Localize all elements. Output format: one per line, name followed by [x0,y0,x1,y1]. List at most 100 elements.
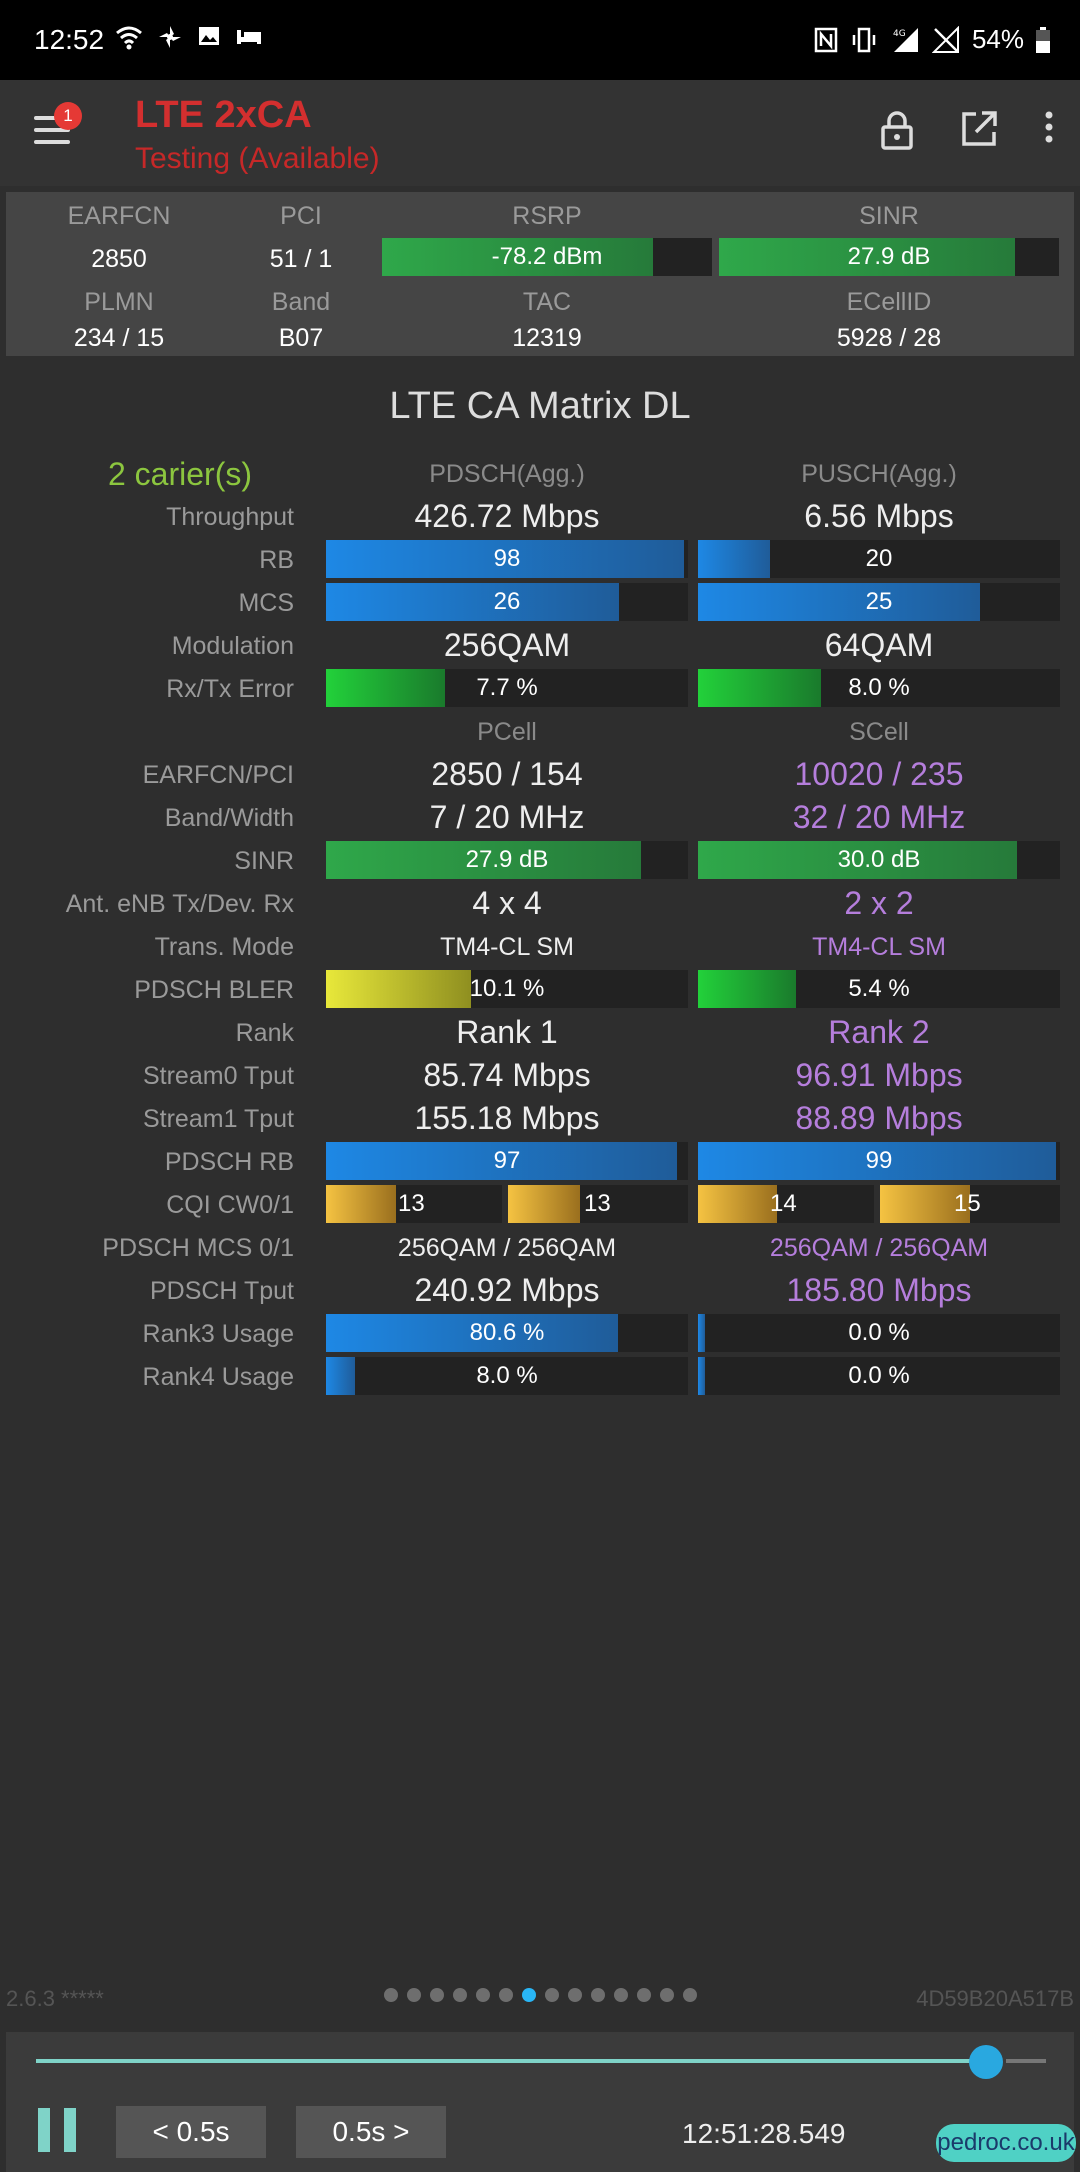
trans-mode-label: Trans. Mode [154,933,294,961]
page-dot[interactable] [659,1988,674,2002]
scell-antenna: 2 x 2 [844,885,914,921]
page-dot[interactable] [498,1988,513,2002]
scell-cqi1-fill [880,1185,970,1223]
band-value: B07 [278,324,324,352]
pcell-cqi0-value: 13 [398,1190,425,1217]
tx-error-value: 8.0 % [848,674,910,701]
stream1-label: Stream1 Tput [142,1105,294,1133]
pause-button[interactable] [38,2108,76,2152]
tx-error-bar: 8.0 % [698,669,1060,707]
more-options-icon[interactable] [1044,110,1054,144]
rx-error-fill [326,669,446,707]
pcell-trans-mode: TM4-CL SM [440,933,574,961]
pcell-earfcn-pci: 2850 / 154 [431,756,583,792]
pusch-rb-value: 20 [865,545,893,572]
playback-slider-thumb[interactable] [969,2045,1004,2079]
scell-trans-mode: TM4-CL SM [812,933,946,961]
pdsch-rb-value: 98 [493,545,521,572]
pdsch-mcs-label: PDSCH MCS 0/1 [102,1234,294,1262]
sinr-value: 27.9 dB [847,243,931,270]
page-indicator[interactable] [0,1988,1080,2002]
app-bar: 1 LTE 2xCA Testing (Available) [0,80,1080,186]
page-dot[interactable] [475,1988,490,2002]
scell-header: SCell [849,718,909,746]
pusch-throughput: 6.56 Mbps [804,498,954,534]
pdsch-agg-header: PDSCH(Agg.) [429,460,585,488]
page-dot[interactable] [521,1988,536,2002]
scell-rank3-value: 0.0 % [848,1319,910,1346]
pdsch-tput-label: PDSCH Tput [149,1277,294,1305]
pcell-rank4-value: 8.0 % [476,1362,538,1389]
pdsch-modulation: 256QAM [443,627,571,663]
rsrp-bar-fill [382,238,653,276]
lock-icon[interactable] [880,110,914,150]
page-dot[interactable] [682,1988,697,2002]
pcell-cqi1-bar: 13 [508,1185,688,1223]
pcell-bler-value: 10.1 % [469,975,545,1002]
vibrate-icon [852,27,876,52]
scell-cqi0-fill [698,1185,778,1223]
scell-cqi1-bar: 15 [880,1185,1060,1223]
pcell-stream1: 155.18 Mbps [414,1100,600,1136]
page-dot[interactable] [429,1988,444,2002]
playback-slider-track[interactable] [36,2059,987,2063]
scell-stream0: 96.91 Mbps [795,1057,963,1093]
earfcn-value: 2850 [91,245,147,273]
rank4-usage-label: Rank4 Usage [142,1363,294,1391]
sinr-bar-fill [719,238,1015,276]
stream0-label: Stream0 Tput [142,1062,294,1090]
rank-label: Rank [235,1019,294,1047]
playback-slider-remaining [1006,2059,1046,2063]
pusch-mcs-bar: 25 [698,583,1060,621]
pcell-cqi1-value: 13 [584,1190,611,1217]
ecellid-value: 5928 / 28 [836,324,942,352]
pcell-pdsch-tput: 240.92 Mbps [414,1272,600,1308]
pcell-band-width: 7 / 20 MHz [429,799,585,835]
page-dot[interactable] [406,1988,421,2002]
page-dot[interactable] [383,1988,398,2002]
step-back-button[interactable]: < 0.5s [116,2106,266,2158]
cqi-label: CQI CW0/1 [166,1191,294,1219]
rx-error-bar: 7.7 % [326,669,688,707]
page-dot[interactable] [544,1988,559,2002]
open-external-icon[interactable] [960,110,998,148]
ecellid-label: ECellID [846,288,932,316]
pcell-pdsch-rb-value: 97 [493,1147,521,1174]
scell-rank3-bar: 0.0 % [698,1314,1060,1352]
battery-percent: 54% [971,24,1024,54]
no-signal-icon [931,25,959,53]
pcell-antenna: 4 x 4 [472,885,542,921]
pdsch-mcs-bar: 26 [326,583,688,621]
rxtx-error-label: Rx/Tx Error [166,675,294,703]
scell-rank4-value: 0.0 % [848,1362,910,1389]
rx-error-value: 7.7 % [476,674,538,701]
wifi-icon [116,26,142,50]
rank3-usage-label: Rank3 Usage [142,1320,294,1348]
scell-pdsch-mcs: 256QAM / 256QAM [769,1234,989,1262]
scell-cqi1-value: 15 [954,1190,981,1217]
scell-sinr-bar: 30.0 dB [698,841,1060,879]
scell-cqi0-bar: 14 [698,1185,874,1223]
band-label: Band [271,288,331,316]
pdsch-bler-label: PDSCH BLER [134,976,294,1004]
menu-button[interactable] [34,116,70,144]
pcell-rank3-bar: 80.6 % [326,1314,688,1352]
matrix-title: LTE CA Matrix DL [389,385,691,427]
pcell-rank3-value: 80.6 % [469,1319,545,1346]
step-forward-button[interactable]: 0.5s > [296,2106,446,2158]
page-dot[interactable] [452,1988,467,2002]
system-icons: 4G 54% [814,24,1050,55]
scell-band-width: 32 / 20 MHz [792,799,966,835]
rb-label: RB [259,546,294,574]
pcell-stream0: 85.74 Mbps [423,1057,591,1093]
pdsch-throughput: 426.72 Mbps [414,498,600,534]
scell-cqi0-value: 14 [770,1190,797,1217]
page-dot[interactable] [636,1988,651,2002]
antenna-label: Ant. eNB Tx/Dev. Rx [65,890,294,918]
page-dot[interactable] [567,1988,582,2002]
page-dot[interactable] [613,1988,628,2002]
app-version: 2.6.3 ***** [6,1986,104,2011]
page-dot[interactable] [590,1988,605,2002]
modulation-label: Modulation [171,632,294,660]
pdsch-rb-fill [326,540,685,578]
